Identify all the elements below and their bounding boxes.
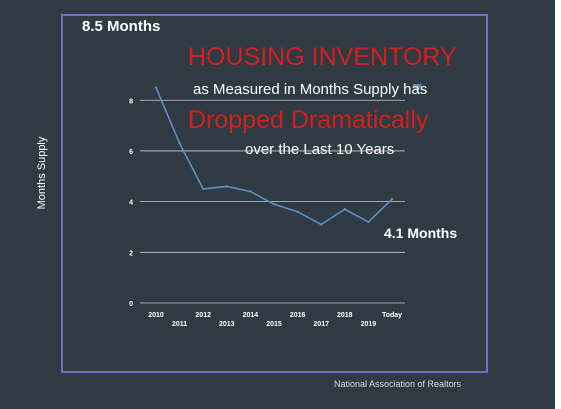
source-credit: National Association of Realtors bbox=[334, 379, 462, 389]
data-point bbox=[390, 197, 394, 201]
data-point bbox=[202, 187, 205, 191]
data-point bbox=[272, 202, 276, 206]
y-axis-label: Months Supply bbox=[36, 136, 48, 210]
data-point bbox=[225, 185, 228, 188]
x-tick-label: 2010 bbox=[148, 312, 164, 319]
series-layer bbox=[154, 84, 422, 226]
headline-housing-inventory: HOUSING INVENTORY bbox=[188, 43, 457, 71]
marker-icon bbox=[412, 84, 422, 92]
x-tick-label: Today bbox=[382, 312, 402, 319]
data-point bbox=[178, 142, 181, 145]
x-tick-label: 2018 bbox=[337, 312, 353, 319]
subline-months-supply: as Measured in Months Supply has bbox=[193, 81, 428, 98]
x-tick-label: 2011 bbox=[172, 321, 187, 328]
x-tick-label: 2014 bbox=[243, 312, 259, 319]
x-tick-label: 2015 bbox=[266, 321, 282, 328]
data-point bbox=[296, 210, 299, 213]
y-tick-label: 4 bbox=[129, 200, 133, 207]
y-tick-label: 8 bbox=[129, 98, 133, 105]
data-point bbox=[343, 208, 346, 211]
y-tick-label: 2 bbox=[129, 250, 133, 257]
data-point bbox=[249, 190, 252, 193]
x-tick-label: 2017 bbox=[313, 321, 329, 328]
y-tick-label: 6 bbox=[129, 149, 133, 156]
start-value-annotation: 8.5 Months bbox=[82, 18, 161, 35]
y-tick-label: 0 bbox=[129, 301, 133, 308]
subline-last-10-years: over the Last 10 Years bbox=[245, 141, 395, 158]
headline-dropped-dramatically: Dropped Dramatically bbox=[188, 106, 429, 134]
data-point bbox=[154, 86, 158, 89]
axes: 0 2 4 6 8 2010 2011 2012 2013 2014 2015 2016 2017 201… bbox=[129, 98, 405, 328]
data-point bbox=[367, 220, 370, 224]
chart-frame bbox=[61, 14, 488, 373]
x-tick-label: 2012 bbox=[195, 312, 211, 319]
end-value-annotation: 4.1 Months bbox=[384, 225, 458, 241]
data-point bbox=[320, 223, 323, 226]
x-tick-label: 2013 bbox=[219, 321, 235, 328]
x-tick-label: 2019 bbox=[361, 321, 377, 328]
x-tick-label: 2016 bbox=[290, 312, 306, 319]
